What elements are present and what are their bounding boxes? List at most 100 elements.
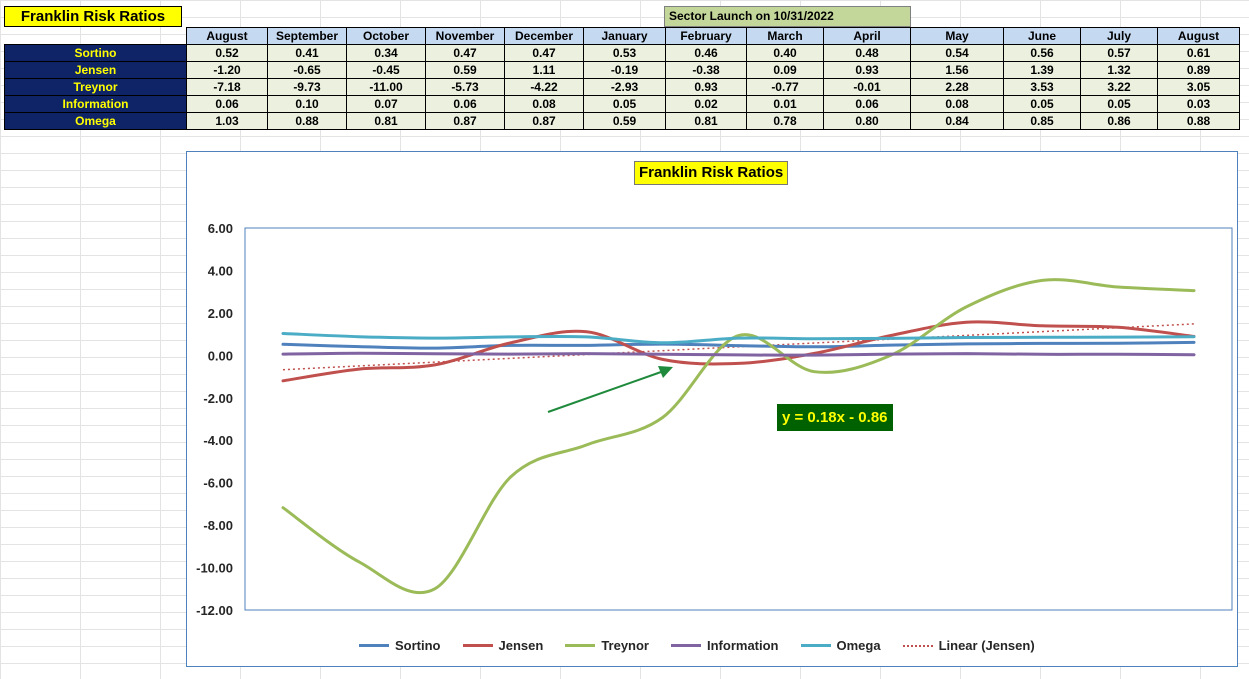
- table-cell[interactable]: 0.10: [267, 95, 347, 113]
- table-cell[interactable]: 3.05: [1157, 78, 1240, 96]
- month-header[interactable]: July: [1080, 27, 1158, 45]
- table-cell[interactable]: 0.80: [823, 112, 911, 130]
- table-cell[interactable]: 0.59: [583, 112, 666, 130]
- table-cell[interactable]: 0.54: [910, 44, 1004, 62]
- table-cell[interactable]: 0.86: [1080, 112, 1158, 130]
- table-cell[interactable]: 0.46: [665, 44, 747, 62]
- month-header[interactable]: December: [504, 27, 584, 45]
- legend-item[interactable]: Omega: [800, 638, 881, 653]
- month-header[interactable]: September: [267, 27, 347, 45]
- month-header[interactable]: June: [1003, 27, 1081, 45]
- table-cell[interactable]: 0.48: [823, 44, 911, 62]
- table-cell[interactable]: 3.53: [1003, 78, 1081, 96]
- table-cell[interactable]: 0.05: [1080, 95, 1158, 113]
- table-cell[interactable]: 0.81: [346, 112, 426, 130]
- table-cell[interactable]: 0.85: [1003, 112, 1081, 130]
- table-cell[interactable]: -0.77: [746, 78, 824, 96]
- legend-item[interactable]: Information: [671, 638, 779, 653]
- table-cell[interactable]: 0.47: [504, 44, 584, 62]
- table-cell[interactable]: 0.05: [1003, 95, 1081, 113]
- table-cell[interactable]: 0.88: [1157, 112, 1240, 130]
- table-cell[interactable]: 0.93: [665, 78, 747, 96]
- table-cell[interactable]: -0.01: [823, 78, 911, 96]
- legend-label: Information: [707, 638, 779, 653]
- row-label[interactable]: Sortino: [4, 44, 187, 62]
- table-cell[interactable]: 0.78: [746, 112, 824, 130]
- legend-item[interactable]: Sortino: [359, 638, 441, 653]
- table-cell[interactable]: 0.59: [425, 61, 505, 79]
- month-header[interactable]: October: [346, 27, 426, 45]
- legend-label: Omega: [836, 638, 881, 653]
- table-cell[interactable]: 0.84: [910, 112, 1004, 130]
- row-label[interactable]: Omega: [4, 112, 187, 130]
- table-cell[interactable]: -0.38: [665, 61, 747, 79]
- table-cell[interactable]: -5.73: [425, 78, 505, 96]
- legend-item[interactable]: Treynor: [565, 638, 649, 653]
- table-cell[interactable]: 1.56: [910, 61, 1004, 79]
- table-cell[interactable]: 0.57: [1080, 44, 1158, 62]
- table-cell[interactable]: 0.52: [186, 44, 268, 62]
- month-header[interactable]: May: [910, 27, 1004, 45]
- sheet-title[interactable]: Franklin Risk Ratios: [4, 6, 182, 27]
- table-cell[interactable]: 0.06: [186, 95, 268, 113]
- table-cell[interactable]: 0.56: [1003, 44, 1081, 62]
- table-cell[interactable]: 0.34: [346, 44, 426, 62]
- legend-item[interactable]: Jensen: [462, 638, 543, 653]
- month-header[interactable]: March: [746, 27, 824, 45]
- table-cell[interactable]: -1.20: [186, 61, 268, 79]
- chart-area[interactable]: 6.00 4.00 2.00 0.00 -2.00 -4.00 -6.00 -8.00 -10.…: [186, 151, 1238, 667]
- table-cell[interactable]: 0.40: [746, 44, 824, 62]
- table-cell[interactable]: 0.41: [267, 44, 347, 62]
- table-cell[interactable]: 3.22: [1080, 78, 1158, 96]
- month-header[interactable]: January: [583, 27, 666, 45]
- launch-note[interactable]: Sector Launch on 10/31/2022: [664, 6, 911, 27]
- row-label[interactable]: Jensen: [4, 61, 187, 79]
- table-cell[interactable]: 1.03: [186, 112, 268, 130]
- table-cell[interactable]: 0.08: [910, 95, 1004, 113]
- trendline-equation[interactable]: y = 0.18x - 0.86: [777, 404, 893, 431]
- table-cell[interactable]: -4.22: [504, 78, 584, 96]
- table-cell[interactable]: 2.28: [910, 78, 1004, 96]
- table-cell[interactable]: 0.03: [1157, 95, 1240, 113]
- month-header[interactable]: April: [823, 27, 911, 45]
- y-tick-label: 6.00: [208, 221, 233, 236]
- chart-legend[interactable]: Sortino Jensen Treynor Information Omega Line…: [359, 638, 1035, 653]
- row-label[interactable]: Information: [4, 95, 187, 113]
- month-header[interactable]: August: [1157, 27, 1240, 45]
- table-cell[interactable]: -11.00: [346, 78, 426, 96]
- table-cell[interactable]: 0.06: [425, 95, 505, 113]
- table-cell[interactable]: -0.45: [346, 61, 426, 79]
- table-cell[interactable]: 1.39: [1003, 61, 1081, 79]
- chart-title[interactable]: Franklin Risk Ratios: [634, 161, 789, 185]
- table-cell[interactable]: 0.07: [346, 95, 426, 113]
- table-cell[interactable]: 0.53: [583, 44, 666, 62]
- table-cell[interactable]: 1.32: [1080, 61, 1158, 79]
- table-cell[interactable]: 0.47: [425, 44, 505, 62]
- month-header[interactable]: February: [665, 27, 747, 45]
- legend-item[interactable]: Linear (Jensen): [902, 638, 1035, 653]
- table-cell[interactable]: 0.05: [583, 95, 666, 113]
- table-cell[interactable]: 0.88: [267, 112, 347, 130]
- table-cell[interactable]: 0.81: [665, 112, 747, 130]
- table-cell[interactable]: -9.73: [267, 78, 347, 96]
- table-cell[interactable]: -0.65: [267, 61, 347, 79]
- table-cell[interactable]: 0.87: [504, 112, 584, 130]
- table-cell[interactable]: 0.93: [823, 61, 911, 79]
- table-cell[interactable]: 0.87: [425, 112, 505, 130]
- table-cell[interactable]: 1.11: [504, 61, 584, 79]
- month-header[interactable]: November: [425, 27, 505, 45]
- table-cell[interactable]: 0.08: [504, 95, 584, 113]
- series-line-information: [281, 351, 1196, 357]
- month-header[interactable]: August: [186, 27, 268, 45]
- month-header-row: August September October November December Ja…: [5, 27, 1240, 45]
- row-label[interactable]: Treynor: [4, 78, 187, 96]
- table-cell[interactable]: 0.61: [1157, 44, 1240, 62]
- table-cell[interactable]: 0.01: [746, 95, 824, 113]
- table-cell[interactable]: -0.19: [583, 61, 666, 79]
- table-cell[interactable]: 0.09: [746, 61, 824, 79]
- table-cell[interactable]: -2.93: [583, 78, 666, 96]
- table-cell[interactable]: 0.89: [1157, 61, 1240, 79]
- table-cell[interactable]: 0.06: [823, 95, 911, 113]
- table-cell[interactable]: -7.18: [186, 78, 268, 96]
- table-cell[interactable]: 0.02: [665, 95, 747, 113]
